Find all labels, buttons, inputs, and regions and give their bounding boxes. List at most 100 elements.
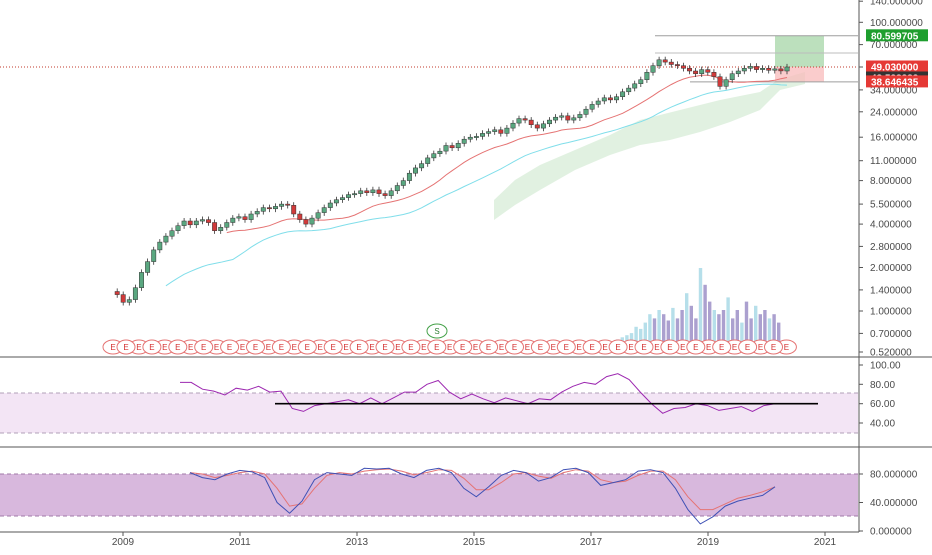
candle-body — [443, 145, 449, 152]
candle-body — [297, 213, 303, 220]
earnings-marker-label: E — [421, 343, 426, 352]
candle-body — [419, 163, 425, 169]
candle-body — [437, 150, 443, 154]
earnings-marker-label: E — [499, 343, 504, 352]
volume-bar — [703, 284, 707, 352]
earnings-marker-label: E — [719, 343, 724, 352]
earnings-marker-label: E — [602, 343, 607, 352]
earnings-marker-label: E — [447, 343, 452, 352]
candle-body — [626, 87, 632, 93]
price-tick-label: 8.000000 — [870, 176, 912, 187]
candle-body — [340, 197, 345, 200]
candle-body — [145, 261, 151, 273]
price-tick-label: 2.800000 — [870, 242, 912, 253]
earnings-marker-label: E — [771, 343, 776, 352]
time-tick-label: 2015 — [463, 537, 486, 548]
candle-body — [510, 122, 516, 129]
indicator-bands — [0, 392, 858, 517]
earnings-marker-label: E — [110, 343, 115, 352]
earnings-marker-label: E — [214, 343, 219, 352]
earnings-marker-label: E — [654, 343, 659, 352]
volume-bar — [754, 305, 758, 352]
candle-body — [199, 219, 205, 222]
earnings-marker-label: E — [538, 343, 543, 352]
candle-body — [132, 287, 138, 300]
earnings-marker-label: E — [395, 343, 400, 352]
rsi-band — [0, 393, 858, 433]
event-markers[interactable]: E E E E E E E E E E E E E E E E E E E E E E E E E E EE E E E E E E E E E E E E… — [102, 323, 797, 355]
stoch-tick-label: 40.000000 — [870, 498, 918, 509]
candle-body — [321, 207, 327, 213]
volume-bar — [685, 293, 689, 352]
earnings-marker-label: E — [408, 343, 413, 352]
candle-body — [687, 68, 692, 72]
earnings-marker — [582, 339, 602, 355]
price-badge-label: 49.030000 — [871, 63, 919, 74]
candle-body — [400, 180, 406, 186]
candle-body — [382, 193, 388, 196]
earnings-marker — [349, 339, 369, 355]
price-tick-label: 11.000000 — [870, 156, 917, 167]
earnings-marker-label: E — [188, 343, 193, 352]
candle-body — [120, 294, 126, 303]
earnings-marker — [220, 339, 240, 355]
candle-body — [279, 203, 285, 207]
earnings-marker-label: E — [680, 343, 685, 352]
volume-bar — [726, 297, 730, 352]
candle-body — [473, 136, 479, 138]
earnings-marker-label: E — [641, 343, 646, 352]
earnings-marker — [712, 339, 732, 355]
candle-body — [218, 227, 224, 231]
candle-body — [693, 70, 699, 75]
candle-body — [157, 241, 163, 251]
candle-body — [547, 119, 552, 125]
candle-body — [607, 97, 613, 101]
candle-body — [528, 119, 534, 125]
price-badge — [866, 75, 928, 88]
price-tick-label: 1.400000 — [870, 285, 912, 296]
time-tick-label: 2017 — [580, 537, 603, 548]
volume-bar — [708, 301, 712, 352]
candle-body — [406, 172, 412, 181]
earnings-marker-label: E — [240, 343, 245, 352]
earnings-marker — [297, 339, 317, 355]
candle-body — [193, 220, 199, 226]
candle-body — [662, 59, 668, 63]
stoch-k-line — [189, 467, 776, 525]
candle-body — [747, 66, 753, 69]
price-badge-label: 38.646435 — [871, 77, 919, 88]
volume-bar — [694, 318, 698, 352]
candle-body — [230, 217, 236, 223]
price-tick-label: 2.000000 — [870, 263, 912, 274]
earnings-marker-label: E — [732, 343, 737, 352]
candle-body — [644, 72, 650, 80]
stoch-tick-label: 0.000000 — [870, 527, 912, 538]
earnings-marker — [660, 339, 680, 355]
candle-body — [327, 202, 333, 208]
earnings-marker — [375, 339, 395, 355]
earnings-marker-label: E — [331, 343, 336, 352]
candle-body — [650, 65, 656, 73]
candle-body — [522, 118, 528, 121]
earnings-marker-label: E — [460, 343, 465, 352]
candle-body — [285, 203, 291, 206]
rsi-line — [180, 373, 776, 414]
candle-body — [254, 211, 260, 215]
candle-body — [315, 212, 321, 219]
candle-body — [303, 219, 309, 225]
volume-bar — [777, 322, 781, 352]
candles[interactable] — [114, 56, 790, 306]
volume-bar — [698, 268, 703, 352]
price-axis: 140.000000100.00000070.00000049.00000034… — [858, 0, 923, 538]
candle-body — [589, 104, 595, 110]
price-tick-label: 34.000000 — [870, 85, 918, 96]
earnings-marker — [401, 339, 421, 355]
earnings-marker-label: E — [382, 343, 387, 352]
candle-body — [601, 97, 607, 102]
earnings-marker-label: E — [162, 343, 167, 352]
candle-body — [540, 123, 546, 129]
price-tick-label: 0.520000 — [870, 348, 912, 359]
earnings-marker — [168, 339, 188, 355]
candle-body — [212, 222, 218, 231]
